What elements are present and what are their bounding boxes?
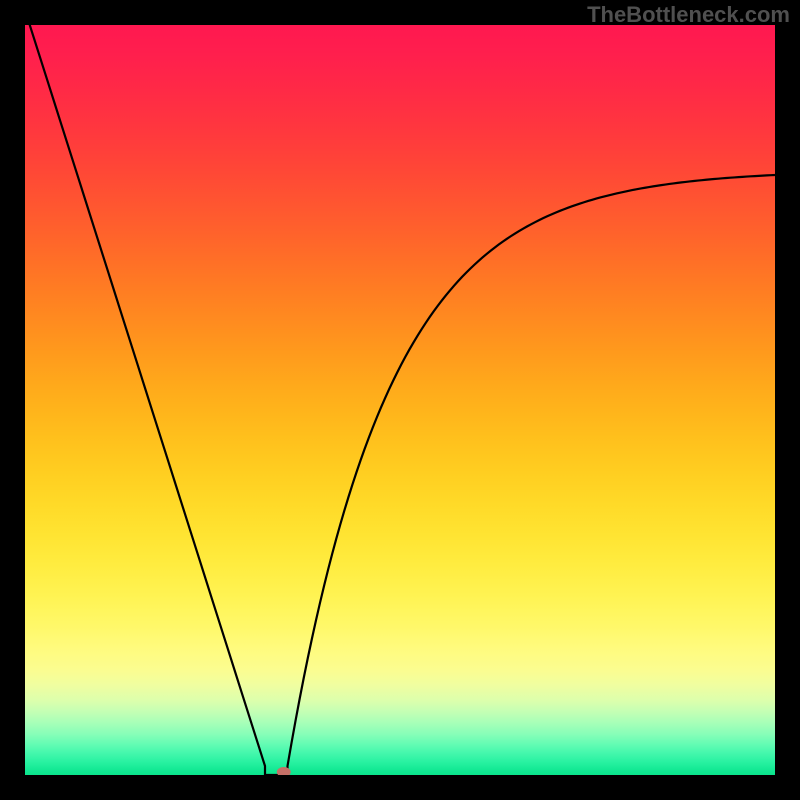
watermark-text: TheBottleneck.com [587,2,790,28]
plot-area [25,25,775,775]
chart-container: TheBottleneck.com [0,0,800,800]
bottleneck-chart [0,0,800,800]
